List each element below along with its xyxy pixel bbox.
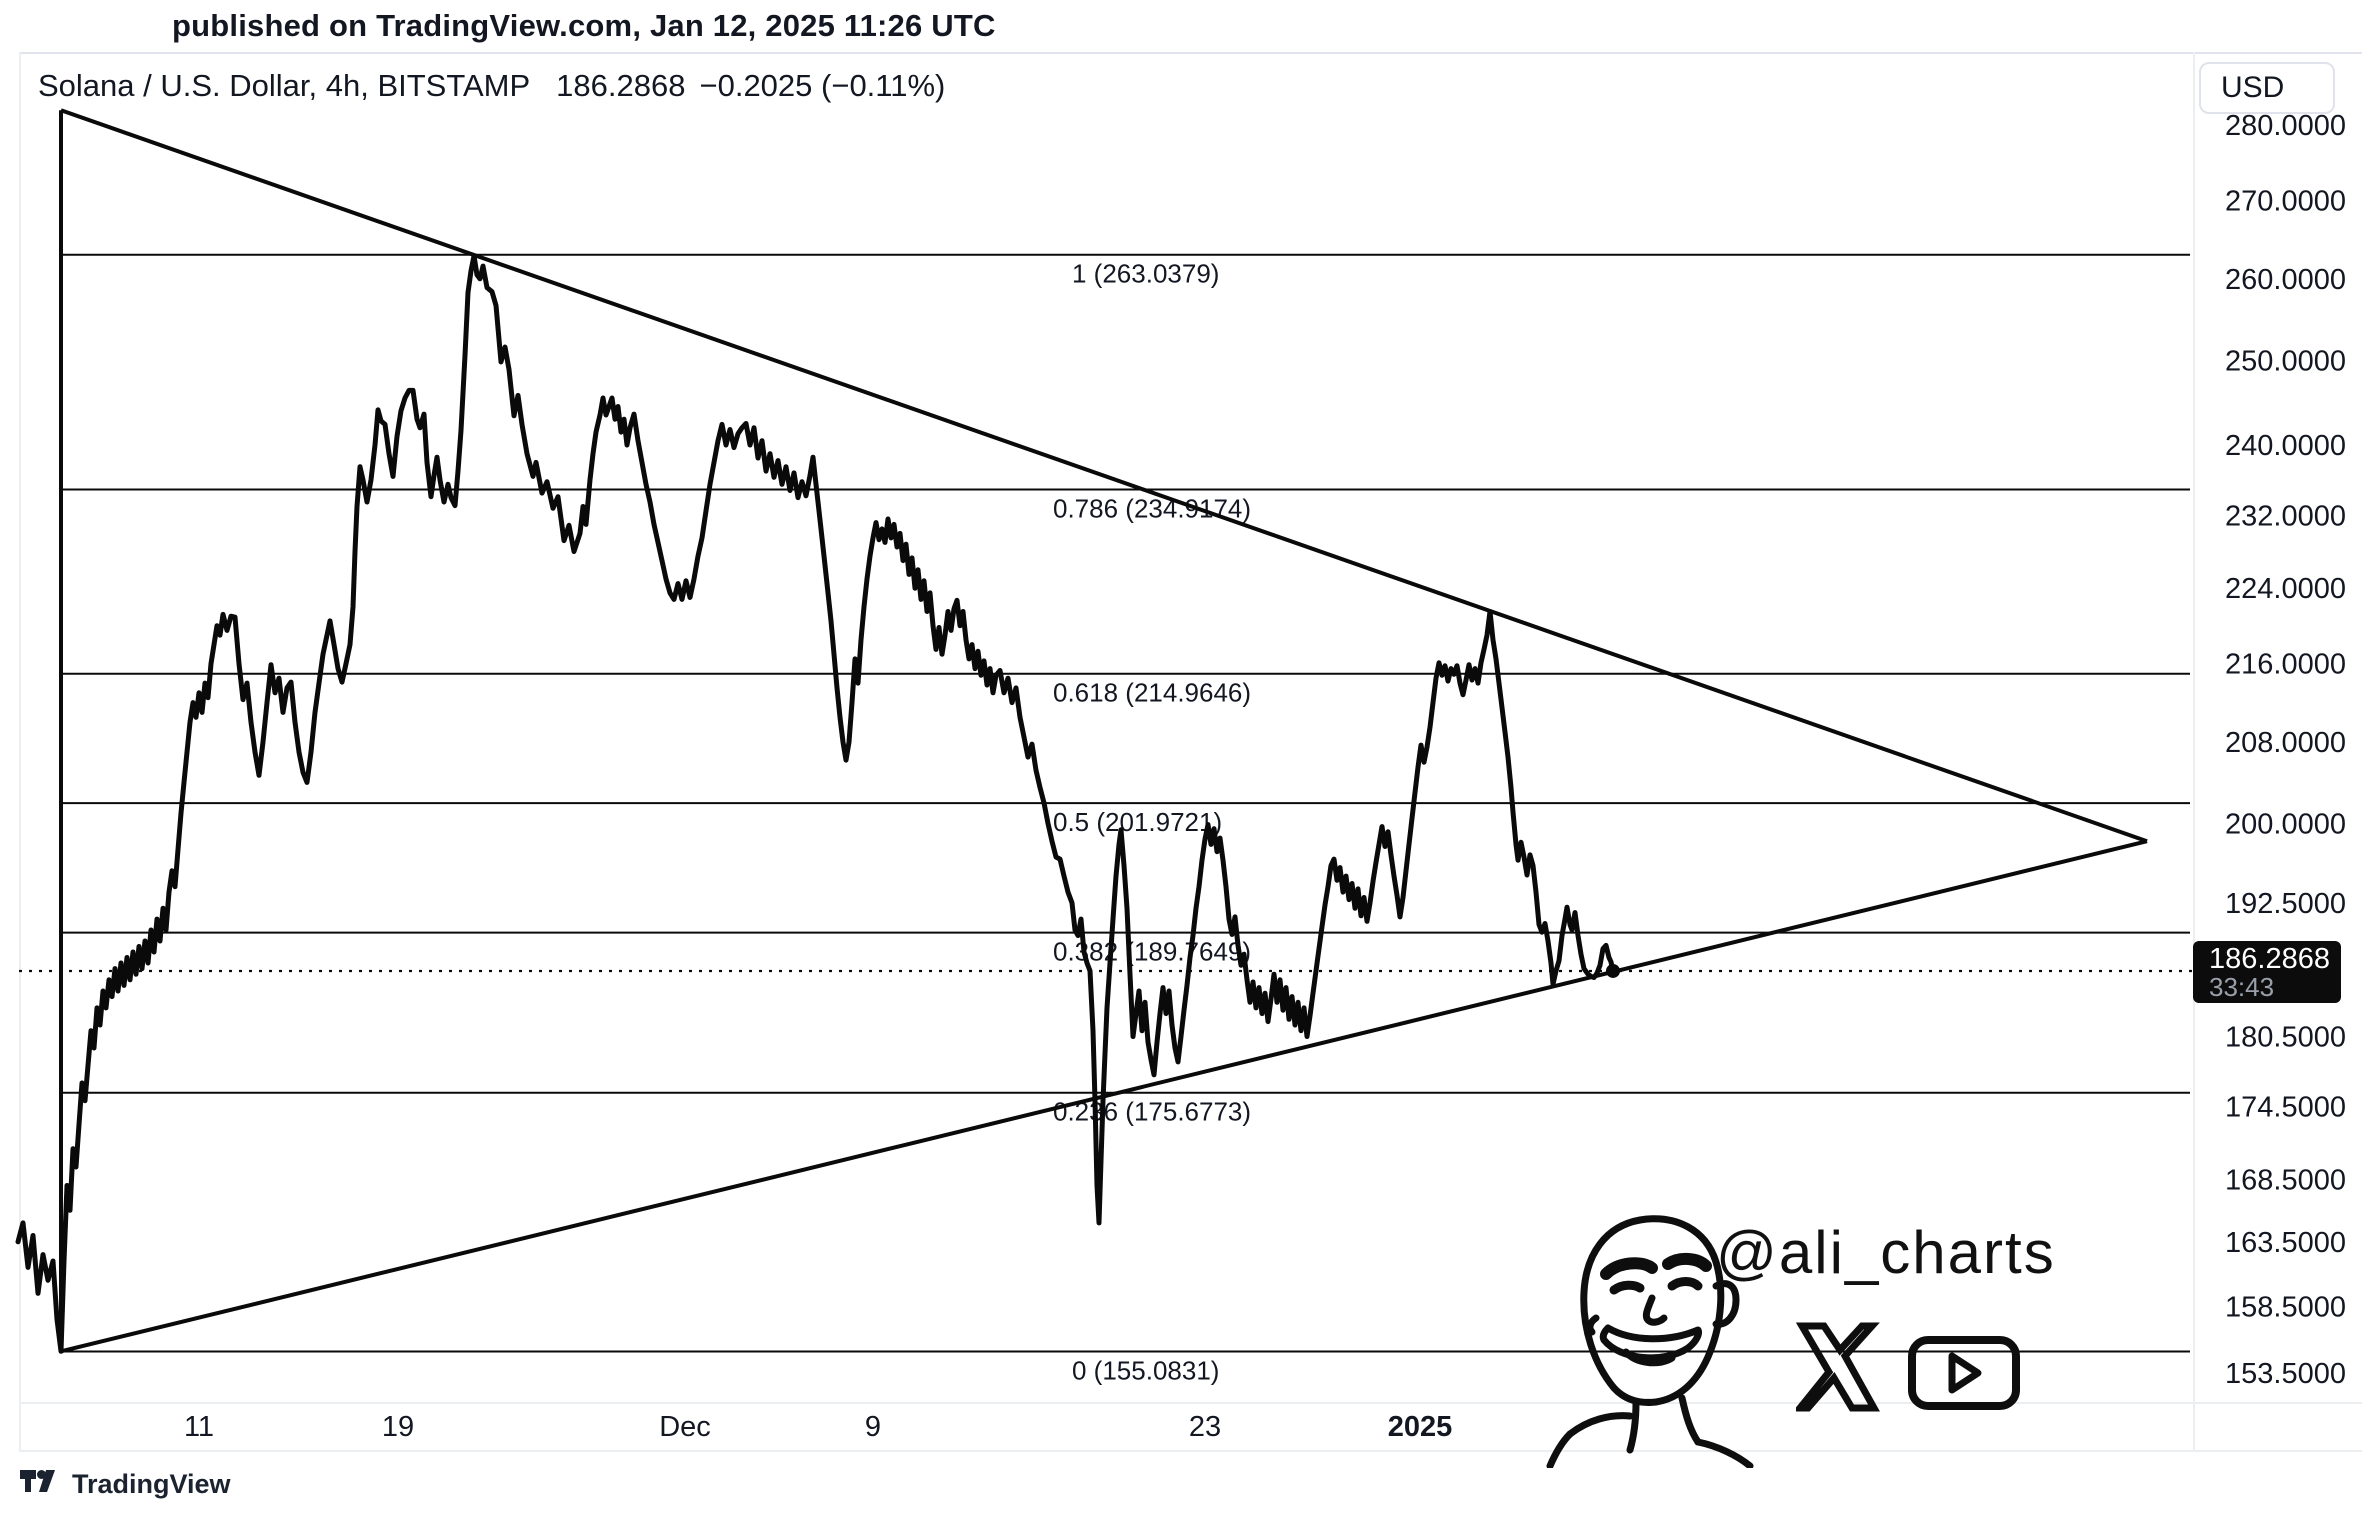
- price-axis-tick[interactable]: 192.5000: [2225, 888, 2346, 920]
- tradingview-logo-icon: [20, 1470, 55, 1492]
- price-axis-tick[interactable]: 240.0000: [2225, 430, 2346, 462]
- price-line[interactable]: [15, 253, 1616, 1354]
- price-axis-tick[interactable]: 153.5000: [2225, 1358, 2346, 1390]
- price-axis-tick[interactable]: 158.5000: [2225, 1291, 2346, 1323]
- descending-trendline[interactable]: [60, 108, 2148, 844]
- fib-label-1: 1 (263.0379): [1072, 259, 1219, 289]
- watermark-icons: [1796, 1322, 2020, 1412]
- price-axis-tick[interactable]: 260.0000: [2225, 264, 2346, 296]
- tradingview-brand-text: TradingView: [72, 1468, 231, 1499]
- time-axis-label-23[interactable]: 23: [1189, 1411, 1221, 1443]
- price-axis-tick[interactable]: 232.0000: [2225, 500, 2346, 532]
- last-price-dot: [1606, 963, 1620, 978]
- fib-label-0.5: 0.5 (201.9721): [1053, 807, 1222, 837]
- legend-last-price: 186.2868: [556, 68, 686, 103]
- last-price-value: 186.2868: [2209, 943, 2330, 975]
- fib-label-0.618: 0.618 (214.9646): [1053, 678, 1251, 708]
- time-axis-label-Dec[interactable]: Dec: [659, 1411, 711, 1443]
- youtube-play-icon: [1948, 1352, 1982, 1394]
- currency-unit-button[interactable]: USD: [2199, 62, 2335, 114]
- symbol-title[interactable]: Solana / U.S. Dollar, 4h, BITSTAMP: [38, 68, 531, 103]
- chart-card-top-border: [19, 52, 2362, 54]
- chart-legend[interactable]: Solana / U.S. Dollar, 4h, BITSTAMP 186.28…: [38, 68, 945, 104]
- price-axis-tick[interactable]: 163.5000: [2225, 1227, 2346, 1259]
- time-axis-bottom-border: [19, 1450, 2362, 1452]
- bar-countdown: 33:43: [2209, 972, 2275, 1003]
- watermark-handle: @ali_charts: [1716, 1219, 2056, 1286]
- price-axis-tick[interactable]: 250.0000: [2225, 345, 2346, 377]
- youtube-logo-icon: [1908, 1336, 2020, 1410]
- x-logo-icon: [1796, 1322, 1880, 1412]
- currency-unit-label: USD: [2221, 71, 2285, 104]
- price-axis-tick[interactable]: 216.0000: [2225, 649, 2346, 681]
- face-sketch: [1546, 1215, 1754, 1468]
- price-axis-tick[interactable]: 208.0000: [2225, 727, 2346, 759]
- time-axis-label-2025[interactable]: 2025: [1388, 1411, 1453, 1443]
- price-axis-tick[interactable]: 168.5000: [2225, 1164, 2346, 1196]
- time-axis-top-border: [19, 1402, 2362, 1404]
- price-axis-tick[interactable]: 180.5000: [2225, 1021, 2346, 1053]
- price-axis-tick[interactable]: 200.0000: [2225, 809, 2346, 841]
- time-axis-label-11[interactable]: 11: [184, 1411, 214, 1443]
- fib-label-0: 0 (155.0831): [1072, 1356, 1219, 1386]
- price-axis-separator[interactable]: [2193, 52, 2195, 1450]
- fib-label-0.786: 0.786 (234.9174): [1053, 493, 1251, 523]
- price-axis-tick[interactable]: 280.0000: [2225, 110, 2346, 142]
- time-axis-label-19[interactable]: 19: [382, 1411, 414, 1443]
- chart-card-left-border: [19, 52, 21, 1450]
- price-axis-tick[interactable]: 224.0000: [2225, 573, 2346, 605]
- published-caption: published on TradingView.com, Jan 12, 20…: [172, 8, 996, 43]
- time-axis-label-9[interactable]: 9: [865, 1411, 881, 1443]
- tradingview-footer-link[interactable]: TradingView: [20, 1468, 231, 1500]
- legend-change: −0.2025 (−0.11%): [699, 68, 946, 103]
- price-axis-tick[interactable]: 270.0000: [2225, 185, 2346, 217]
- price-axis-tick[interactable]: 174.5000: [2225, 1092, 2346, 1124]
- last-price-badge: 186.2868 33:43: [2193, 941, 2341, 1003]
